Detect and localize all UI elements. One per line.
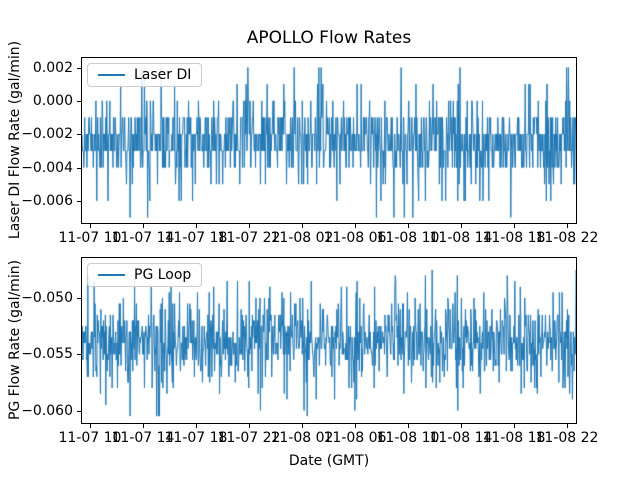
x-tick-label: 11-08 02 bbox=[270, 430, 334, 446]
y-tick-mark bbox=[77, 298, 81, 300]
x-tick-label: 11-08 18 bbox=[482, 430, 546, 446]
x-tick-label: 11-08 06 bbox=[323, 230, 387, 246]
x-tick-mark bbox=[302, 424, 303, 428]
x-axis-label: Date (GMT) bbox=[288, 453, 370, 469]
y-axis-label-laser-di: Laser DI Flow Rate (gal/min) bbox=[7, 40, 23, 240]
x-tick-mark bbox=[514, 424, 515, 428]
x-tick-mark bbox=[143, 424, 144, 428]
x-tick-mark bbox=[461, 224, 462, 228]
x-tick-label: 11-07 10 bbox=[58, 230, 122, 246]
x-tick-mark bbox=[355, 224, 356, 228]
x-tick-label: 11-08 14 bbox=[429, 230, 493, 246]
x-tick-mark bbox=[408, 424, 409, 428]
x-tick-label: 11-08 14 bbox=[429, 430, 493, 446]
y-tick-mark bbox=[77, 67, 81, 69]
x-tick-label: 11-07 18 bbox=[164, 230, 228, 246]
x-tick-mark bbox=[196, 224, 197, 228]
legend-pg-loop: PG Loop bbox=[87, 263, 203, 287]
y-tick-label: 0.002 bbox=[32, 59, 73, 76]
x-tick-mark bbox=[408, 224, 409, 228]
x-tick-mark bbox=[355, 424, 356, 428]
x-tick-label: 11-07 10 bbox=[58, 430, 122, 446]
x-tick-mark bbox=[461, 424, 462, 428]
x-tick-label: 11-07 22 bbox=[217, 230, 281, 246]
y-tick-mark bbox=[77, 410, 81, 412]
x-tick-mark bbox=[90, 224, 91, 228]
x-tick-label: 11-08 22 bbox=[535, 230, 599, 246]
subplot-pg-loop: −0.050 −0.055 −0.060 11-07 10 11-07 14 11-07… bbox=[21, 257, 598, 446]
x-tick-label: 11-08 10 bbox=[376, 430, 440, 446]
y-tick-label: −0.055 bbox=[21, 346, 73, 363]
y-tick-mark bbox=[77, 200, 81, 202]
y-tick-label: −0.004 bbox=[21, 159, 73, 176]
x-tick-label: 11-08 22 bbox=[535, 430, 599, 446]
x-tick-label: 11-08 02 bbox=[270, 230, 334, 246]
y-tick-mark bbox=[77, 167, 81, 169]
x-tick-label: 11-07 14 bbox=[111, 430, 175, 446]
y-tick-label: −0.006 bbox=[21, 192, 73, 209]
legend-label: PG Loop bbox=[134, 267, 192, 283]
x-tick-mark bbox=[302, 224, 303, 228]
x-tick-mark bbox=[567, 424, 568, 428]
figure-title: APOLLO Flow Rates bbox=[246, 28, 412, 48]
y-tick-label: −0.060 bbox=[21, 402, 73, 419]
y-tick-mark bbox=[77, 134, 81, 136]
x-tick-mark bbox=[143, 224, 144, 228]
y-axis-label-pg: PG Flow Rate (gal/min) bbox=[7, 259, 23, 421]
x-tick-label: 11-07 18 bbox=[164, 430, 228, 446]
y-tick-mark bbox=[77, 354, 81, 356]
x-tick-label: 11-07 14 bbox=[111, 230, 175, 246]
x-tick-mark bbox=[90, 424, 91, 428]
y-tick-label: −0.002 bbox=[21, 126, 73, 143]
y-tick-mark bbox=[77, 100, 81, 102]
x-tick-label: 11-07 22 bbox=[217, 430, 281, 446]
y-tick-label: −0.050 bbox=[21, 290, 73, 307]
x-tick-mark bbox=[567, 224, 568, 228]
legend-label: Laser DI bbox=[134, 67, 192, 83]
subplot-laser-di: 0.002 0.000 −0.002 −0.004 −0.006 11-07 10 11-… bbox=[21, 57, 598, 246]
legend-laser-di: Laser DI bbox=[87, 63, 203, 87]
y-tick-label: 0.000 bbox=[32, 92, 73, 109]
x-tick-label: 11-08 10 bbox=[376, 230, 440, 246]
legend-line-sample bbox=[98, 274, 125, 276]
x-tick-label: 11-08 18 bbox=[482, 230, 546, 246]
x-tick-mark bbox=[196, 424, 197, 428]
legend-line-sample bbox=[98, 74, 125, 76]
x-tick-mark bbox=[514, 224, 515, 228]
x-tick-mark bbox=[249, 424, 250, 428]
x-tick-label: 11-08 06 bbox=[323, 430, 387, 446]
x-tick-mark bbox=[249, 224, 250, 228]
